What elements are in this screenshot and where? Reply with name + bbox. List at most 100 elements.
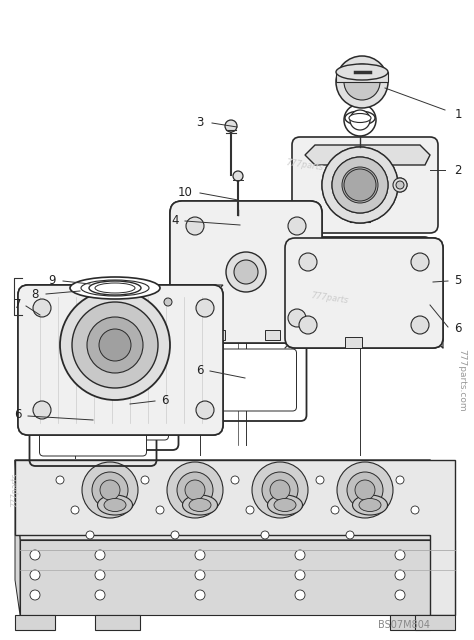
Circle shape — [82, 462, 138, 518]
Circle shape — [337, 462, 393, 518]
Circle shape — [288, 309, 306, 327]
Text: 9: 9 — [48, 273, 56, 287]
Text: 777parts: 777parts — [310, 291, 349, 305]
Text: 6: 6 — [14, 408, 22, 422]
Polygon shape — [172, 223, 320, 341]
Text: 777parts: 777parts — [285, 158, 324, 172]
Polygon shape — [285, 258, 443, 348]
Circle shape — [331, 506, 339, 514]
Circle shape — [60, 290, 170, 400]
Circle shape — [164, 298, 172, 306]
Polygon shape — [390, 615, 430, 630]
Text: 4: 4 — [171, 214, 179, 227]
Polygon shape — [20, 540, 455, 615]
Circle shape — [226, 252, 266, 292]
Circle shape — [186, 309, 204, 327]
Circle shape — [336, 56, 388, 108]
Circle shape — [295, 550, 305, 560]
Circle shape — [167, 462, 223, 518]
Circle shape — [92, 472, 128, 508]
Circle shape — [411, 316, 429, 334]
Polygon shape — [15, 615, 55, 630]
Circle shape — [322, 147, 398, 223]
Circle shape — [30, 570, 40, 580]
Ellipse shape — [182, 495, 218, 515]
Polygon shape — [15, 460, 20, 615]
Polygon shape — [15, 460, 455, 540]
Circle shape — [411, 253, 429, 271]
Ellipse shape — [336, 64, 388, 80]
Circle shape — [395, 590, 405, 600]
FancyBboxPatch shape — [170, 201, 322, 343]
Circle shape — [299, 316, 317, 334]
Text: 8: 8 — [31, 289, 39, 301]
Text: 1: 1 — [454, 109, 462, 122]
FancyBboxPatch shape — [285, 238, 443, 348]
Circle shape — [344, 104, 376, 136]
Circle shape — [71, 506, 79, 514]
Ellipse shape — [345, 111, 375, 125]
Circle shape — [342, 167, 378, 203]
Circle shape — [195, 570, 205, 580]
Circle shape — [393, 178, 407, 192]
FancyBboxPatch shape — [39, 394, 146, 456]
Circle shape — [185, 480, 205, 500]
Circle shape — [177, 472, 213, 508]
Circle shape — [195, 550, 205, 560]
Text: 5: 5 — [454, 273, 462, 287]
Circle shape — [347, 472, 383, 508]
Text: 777parts.com: 777parts.com — [457, 349, 466, 412]
Circle shape — [332, 157, 388, 213]
Circle shape — [95, 550, 105, 560]
Polygon shape — [95, 615, 140, 630]
Polygon shape — [300, 145, 430, 225]
FancyBboxPatch shape — [285, 238, 443, 348]
Ellipse shape — [267, 495, 302, 515]
Circle shape — [156, 506, 164, 514]
Ellipse shape — [353, 495, 388, 515]
Circle shape — [233, 171, 243, 181]
Circle shape — [350, 110, 370, 130]
Circle shape — [231, 476, 239, 484]
Circle shape — [72, 302, 158, 388]
Polygon shape — [350, 215, 370, 222]
Circle shape — [30, 550, 40, 560]
Text: 6: 6 — [196, 364, 204, 376]
Circle shape — [95, 570, 105, 580]
Circle shape — [86, 531, 94, 539]
FancyBboxPatch shape — [292, 137, 438, 233]
Ellipse shape — [81, 280, 149, 296]
Ellipse shape — [89, 281, 141, 295]
Circle shape — [56, 476, 64, 484]
Circle shape — [332, 157, 388, 213]
Text: 777parts: 777parts — [10, 473, 19, 507]
Circle shape — [234, 260, 258, 284]
Text: 6: 6 — [161, 394, 169, 406]
Ellipse shape — [274, 499, 296, 511]
Text: 2: 2 — [454, 163, 462, 177]
Polygon shape — [28, 285, 223, 295]
Circle shape — [288, 217, 306, 235]
Circle shape — [195, 590, 205, 600]
Polygon shape — [213, 285, 223, 435]
Circle shape — [393, 178, 407, 192]
Circle shape — [395, 550, 405, 560]
Circle shape — [346, 531, 354, 539]
Polygon shape — [285, 248, 443, 258]
Circle shape — [261, 531, 269, 539]
Circle shape — [252, 462, 308, 518]
Circle shape — [344, 64, 380, 100]
Ellipse shape — [98, 495, 133, 515]
Circle shape — [396, 181, 404, 189]
Ellipse shape — [359, 499, 381, 511]
FancyBboxPatch shape — [170, 201, 322, 343]
Circle shape — [30, 590, 40, 600]
Circle shape — [396, 476, 404, 484]
Ellipse shape — [349, 113, 371, 122]
Circle shape — [95, 590, 105, 600]
Text: 7: 7 — [14, 298, 22, 312]
Circle shape — [33, 299, 51, 317]
Polygon shape — [345, 337, 362, 348]
Circle shape — [87, 317, 143, 373]
FancyBboxPatch shape — [190, 349, 297, 411]
